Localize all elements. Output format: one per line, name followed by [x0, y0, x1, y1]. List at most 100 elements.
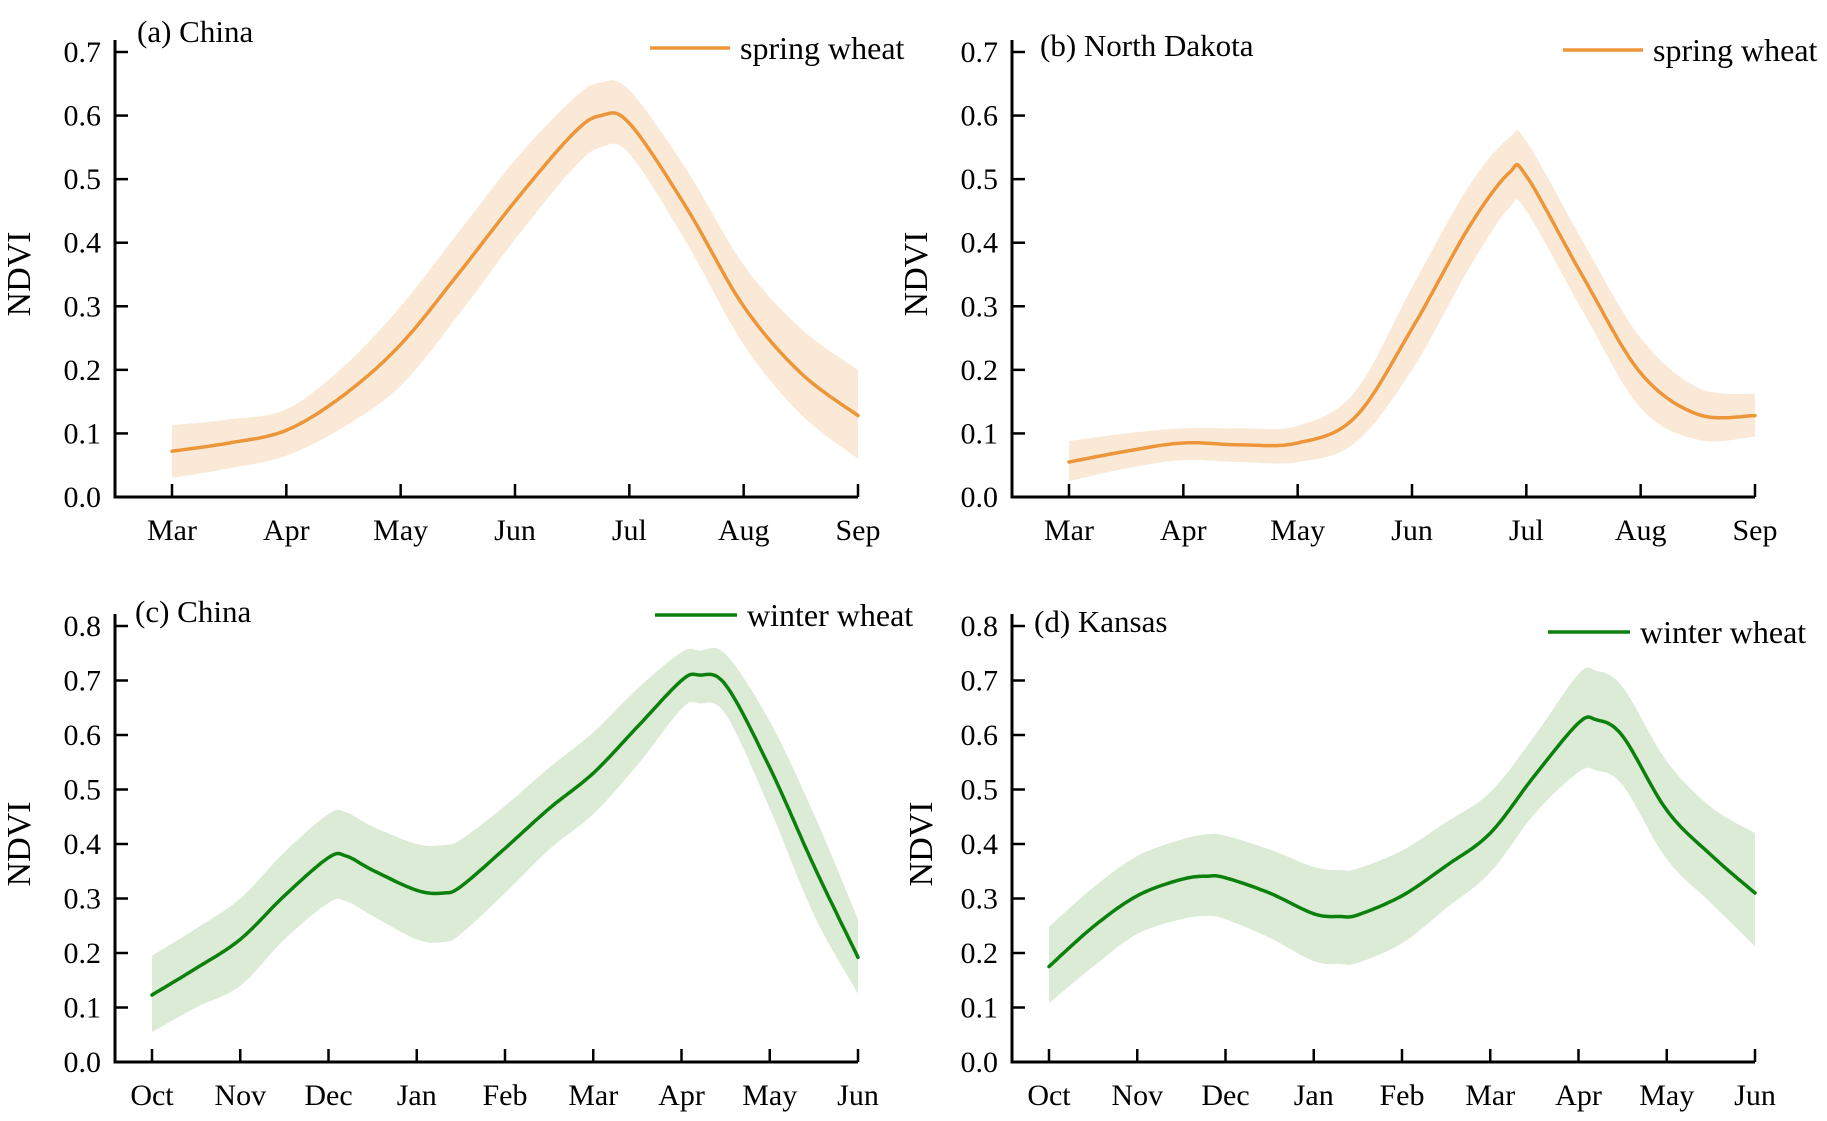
y-tick-label: 0.7: [64, 36, 102, 69]
y-tick-label: 0.1: [64, 417, 102, 450]
axes: [113, 40, 858, 499]
x-tick-label: Nov: [1111, 1079, 1163, 1112]
x-tick-label: May: [373, 514, 428, 547]
y-tick-label: 0.5: [961, 163, 999, 196]
y-tick-label: 0.4: [64, 227, 102, 260]
legend-label: spring wheat: [1653, 32, 1818, 68]
panel-title: (c) China: [135, 594, 251, 629]
confidence-band: [172, 80, 858, 478]
axes: [113, 614, 858, 1064]
y-tick-label: 0.0: [961, 481, 999, 514]
mean-ndvi-line: [1067, 162, 1757, 464]
x-tick-label: Apr: [1555, 1079, 1602, 1112]
x-tick-label: Apr: [658, 1079, 705, 1112]
y-tick-label: 0.3: [961, 290, 999, 323]
x-tick-label: Jan: [1294, 1079, 1334, 1112]
y-axis-label: NDVI: [898, 232, 935, 317]
x-tick-label: Jun: [494, 514, 536, 547]
panel-d: 0.0 0.1 0.2 0.3 0.4 0.5 0.6 0.7 0.8 Oct Nov Dec Jan F…: [903, 604, 1806, 1112]
confidence-band: [1049, 667, 1755, 1004]
y-tick-label: 0.6: [961, 100, 999, 133]
y-tick-label: 0.7: [961, 36, 999, 69]
y-axis-label: NDVI: [903, 802, 940, 887]
mean-ndvi-line: [1047, 715, 1757, 969]
y-tick-label: 0.3: [64, 290, 102, 323]
x-tick-label: May: [1270, 514, 1325, 547]
legend: spring wheat: [650, 30, 905, 66]
x-tick-label: Aug: [1615, 514, 1667, 547]
panel-c: 0.0 0.1 0.2 0.3 0.4 0.5 0.6 0.7 0.8 Oct Nov Dec Jan F…: [1, 594, 913, 1112]
y-tick-label: 0.1: [961, 992, 999, 1025]
x-tick-label: Apr: [263, 514, 310, 547]
y-tick-label: 0.2: [961, 354, 999, 387]
x-tick-label: Oct: [130, 1079, 174, 1112]
y-tick-label: 0.7: [961, 665, 999, 698]
x-tick-label: Mar: [1465, 1079, 1515, 1112]
y-tick-label: 0.2: [64, 354, 102, 387]
y-tick-label: 0.4: [961, 227, 999, 260]
legend: winter wheat: [1548, 614, 1806, 650]
panel-b: 0.0 0.1 0.2 0.3 0.4 0.5 0.6 0.7 Mar Apr May Jun Jul A…: [898, 28, 1818, 547]
y-tick-label: 0.4: [64, 828, 102, 861]
x-tick-label: Dec: [304, 1079, 352, 1112]
y-tick-label: 0.0: [64, 481, 102, 514]
x-tick-label: Jun: [837, 1079, 879, 1112]
y-tick-label: 0.6: [961, 719, 999, 752]
y-tick-label: 0.1: [64, 992, 102, 1025]
y-tick-label: 0.6: [64, 100, 102, 133]
panel-a: 0.0 0.1 0.2 0.3 0.4 0.5 0.6 0.7 Mar Apr May Jun Jul A…: [1, 14, 905, 547]
x-tick-label: Feb: [483, 1079, 528, 1112]
y-tick-label: 0.2: [961, 937, 999, 970]
y-tick-label: 0.8: [961, 610, 999, 643]
legend-label: spring wheat: [740, 30, 905, 66]
axes: [1010, 614, 1755, 1064]
y-tick-label: 0.6: [64, 719, 102, 752]
y-tick-label: 0.8: [64, 610, 102, 643]
x-tick-label: Nov: [214, 1079, 266, 1112]
y-tick-label: 0.3: [961, 883, 999, 916]
x-tick-label: Apr: [1160, 514, 1207, 547]
x-tick-label: Sep: [1733, 514, 1778, 547]
y-tick-label: 0.3: [64, 883, 102, 916]
panel-title: (d) Kansas: [1034, 604, 1167, 639]
axes: [1010, 40, 1755, 499]
y-tick-label: 0.7: [64, 665, 102, 698]
x-tick-label: Feb: [1380, 1079, 1425, 1112]
x-tick-label: Jan: [397, 1079, 437, 1112]
x-tick-label: Oct: [1027, 1079, 1071, 1112]
mean-ndvi-line: [170, 111, 860, 453]
y-tick-label: 0.0: [961, 1046, 999, 1079]
y-axis-label: NDVI: [1, 802, 38, 887]
y-axis-label: NDVI: [1, 232, 38, 317]
x-tick-label: Aug: [718, 514, 770, 547]
x-tick-label: Mar: [147, 514, 197, 547]
mean-ndvi-line: [150, 672, 860, 997]
panel-title: (a) China: [137, 14, 253, 49]
x-tick-label: Sep: [836, 514, 881, 547]
y-tick-label: 0.5: [64, 774, 102, 807]
x-tick-label: Mar: [568, 1079, 618, 1112]
confidence-band: [1069, 130, 1755, 482]
x-tick-label: Jul: [612, 514, 647, 547]
y-tick-label: 0.4: [961, 828, 999, 861]
x-tick-label: Jul: [1509, 514, 1544, 547]
legend-label: winter wheat: [1640, 614, 1806, 650]
confidence-band: [152, 648, 858, 1032]
x-tick-label: Dec: [1201, 1079, 1249, 1112]
y-tick-label: 0.2: [64, 937, 102, 970]
y-tick-label: 0.1: [961, 417, 999, 450]
x-tick-label: May: [742, 1079, 797, 1112]
x-tick-label: Jun: [1734, 1079, 1776, 1112]
legend: winter wheat: [655, 597, 913, 633]
legend-label: winter wheat: [747, 597, 913, 633]
y-tick-label: 0.5: [64, 163, 102, 196]
legend: spring wheat: [1563, 32, 1818, 68]
x-tick-label: Jun: [1391, 514, 1433, 547]
x-tick-label: Mar: [1044, 514, 1094, 547]
x-tick-label: May: [1639, 1079, 1694, 1112]
panel-title: (b) North Dakota: [1040, 28, 1254, 63]
y-tick-label: 0.0: [64, 1046, 102, 1079]
y-tick-label: 0.5: [961, 774, 999, 807]
